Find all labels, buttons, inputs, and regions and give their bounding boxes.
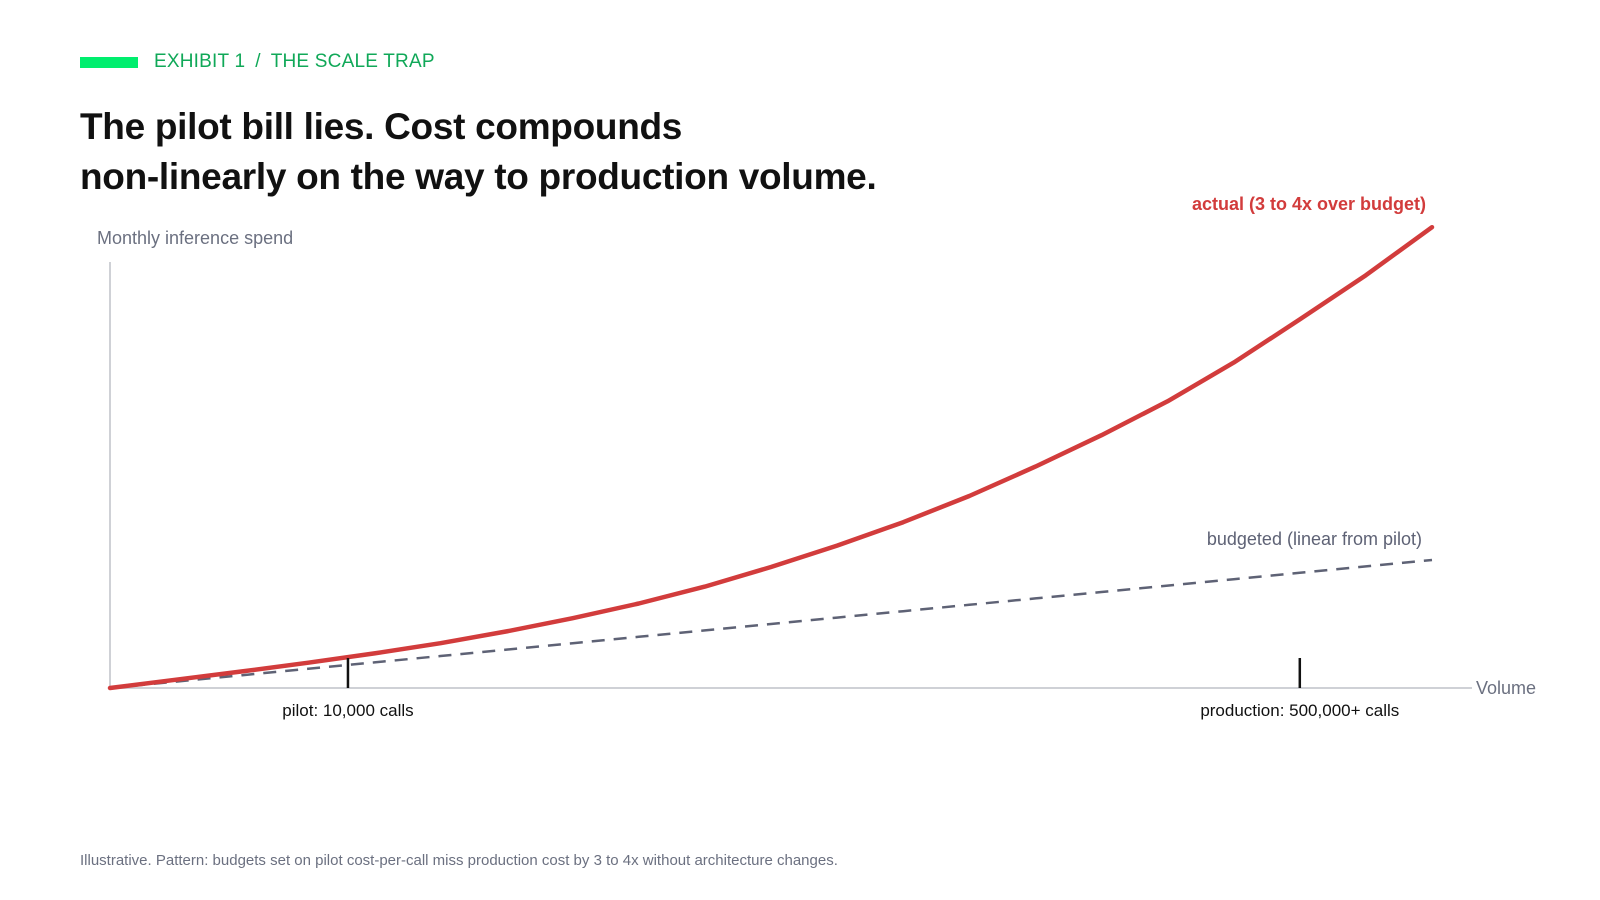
exhibit-number: EXHIBIT 1: [154, 51, 246, 72]
y-axis-label: Monthly inference spend: [97, 228, 293, 248]
exhibit-eyebrow: EXHIBIT 1 / THE SCALE TRAP: [80, 50, 435, 74]
budgeted-series-label: budgeted (linear from pilot): [1207, 529, 1422, 549]
actual-series-line: [107, 224, 1435, 691]
volume-marker-label-1: pilot: 10,000 calls: [282, 701, 413, 720]
page-title: The pilot bill lies. Cost compounds non-…: [80, 102, 1080, 202]
eyebrow-label: EXHIBIT 1 / THE SCALE TRAP: [154, 51, 435, 73]
eyebrow-separator: /: [255, 51, 261, 72]
budgeted-series-line: [109, 558, 1433, 690]
x-axis-label: Volume: [1476, 678, 1536, 698]
footnote: Illustrative. Pattern: budgets set on pi…: [80, 852, 838, 869]
volume-marker-label-2: production: 500,000+ calls: [1200, 701, 1399, 720]
exhibit-topic: THE SCALE TRAP: [270, 51, 435, 72]
title-line-1: The pilot bill lies. Cost compounds: [80, 106, 683, 147]
title-line-2: non-linearly on the way to production vo…: [80, 156, 877, 197]
accent-bar: [80, 56, 138, 68]
actual-series-label: actual (3 to 4x over budget): [1192, 194, 1426, 214]
